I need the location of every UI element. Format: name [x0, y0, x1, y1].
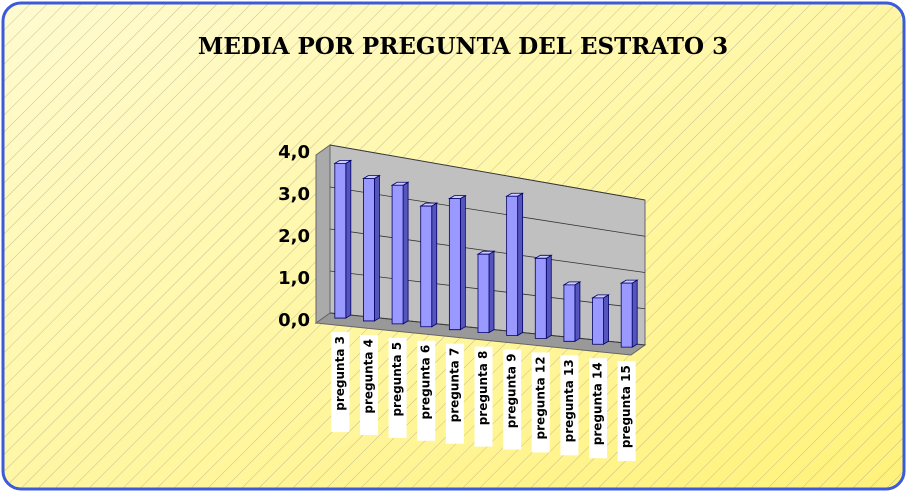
- bar-side: [374, 174, 380, 322]
- x-tick-label: pregunta 7: [447, 348, 461, 423]
- bar-side: [459, 194, 466, 331]
- bar: [419, 202, 439, 328]
- bar: [591, 294, 610, 345]
- bar: [362, 174, 381, 322]
- grid-line: [329, 228, 646, 273]
- y-tick-label: 4,0: [278, 142, 310, 163]
- bar: [619, 279, 639, 348]
- bar: [390, 181, 410, 325]
- bar-side: [517, 192, 524, 337]
- bar-side: [603, 294, 609, 345]
- bar-front: [391, 184, 404, 325]
- bar: [562, 281, 582, 343]
- label-box: [331, 332, 350, 433]
- bar-front: [534, 257, 547, 339]
- x-tick-label: pregunta 6: [419, 345, 433, 420]
- bar: [333, 159, 353, 319]
- x-tick-label: pregunta 8: [476, 351, 490, 426]
- bar-side: [345, 159, 352, 319]
- x-tick-label: pregunta 3: [333, 336, 347, 411]
- x-tick-label: pregunta 4: [361, 339, 375, 414]
- label-box: [388, 337, 407, 438]
- bar-front: [363, 178, 375, 322]
- label-box: [445, 343, 464, 444]
- x-tick-label: pregunta 15: [619, 365, 633, 448]
- bar: [505, 192, 525, 337]
- bar-front: [620, 282, 633, 348]
- y-tick-label: 2,0: [278, 226, 310, 247]
- label-box: [531, 352, 550, 453]
- label-box: [617, 361, 636, 462]
- bar-side: [545, 254, 552, 340]
- bar-front: [448, 198, 461, 331]
- label-box: [560, 355, 579, 456]
- x-tick-label: pregunta 12: [533, 356, 547, 439]
- x-tick-label: pregunta 5: [390, 342, 404, 417]
- chart-title: MEDIA POR PREGUNTA DEL ESTRATO 3: [198, 33, 728, 60]
- bar-front: [420, 205, 433, 328]
- bar-front: [592, 297, 604, 345]
- bar-side: [631, 279, 638, 348]
- bar-front: [506, 195, 519, 336]
- label-box: [359, 334, 378, 435]
- bar-side: [402, 181, 409, 325]
- y-tick-label: 0,0: [278, 310, 310, 331]
- bar: [476, 250, 496, 334]
- x-tick-label: pregunta 14: [591, 362, 605, 445]
- y-tick-label: 1,0: [278, 268, 310, 289]
- bar: [533, 254, 553, 340]
- bar-front: [563, 284, 576, 342]
- bar-front: [477, 253, 490, 333]
- x-tick-label: pregunta 9: [505, 354, 519, 429]
- bar-side: [431, 202, 438, 328]
- label-box: [589, 358, 608, 459]
- bar-side: [574, 281, 581, 343]
- x-tick-label: pregunta 13: [562, 359, 576, 442]
- label-box: [417, 340, 436, 441]
- bar-side: [488, 250, 495, 334]
- y-tick-label: 3,0: [278, 184, 310, 205]
- grid-line: [329, 186, 646, 237]
- bar: [447, 194, 467, 331]
- label-box: [474, 346, 493, 447]
- side-wall: [315, 144, 331, 324]
- label-box: [503, 349, 522, 450]
- grid-line: [329, 144, 646, 201]
- bar-front: [334, 162, 347, 319]
